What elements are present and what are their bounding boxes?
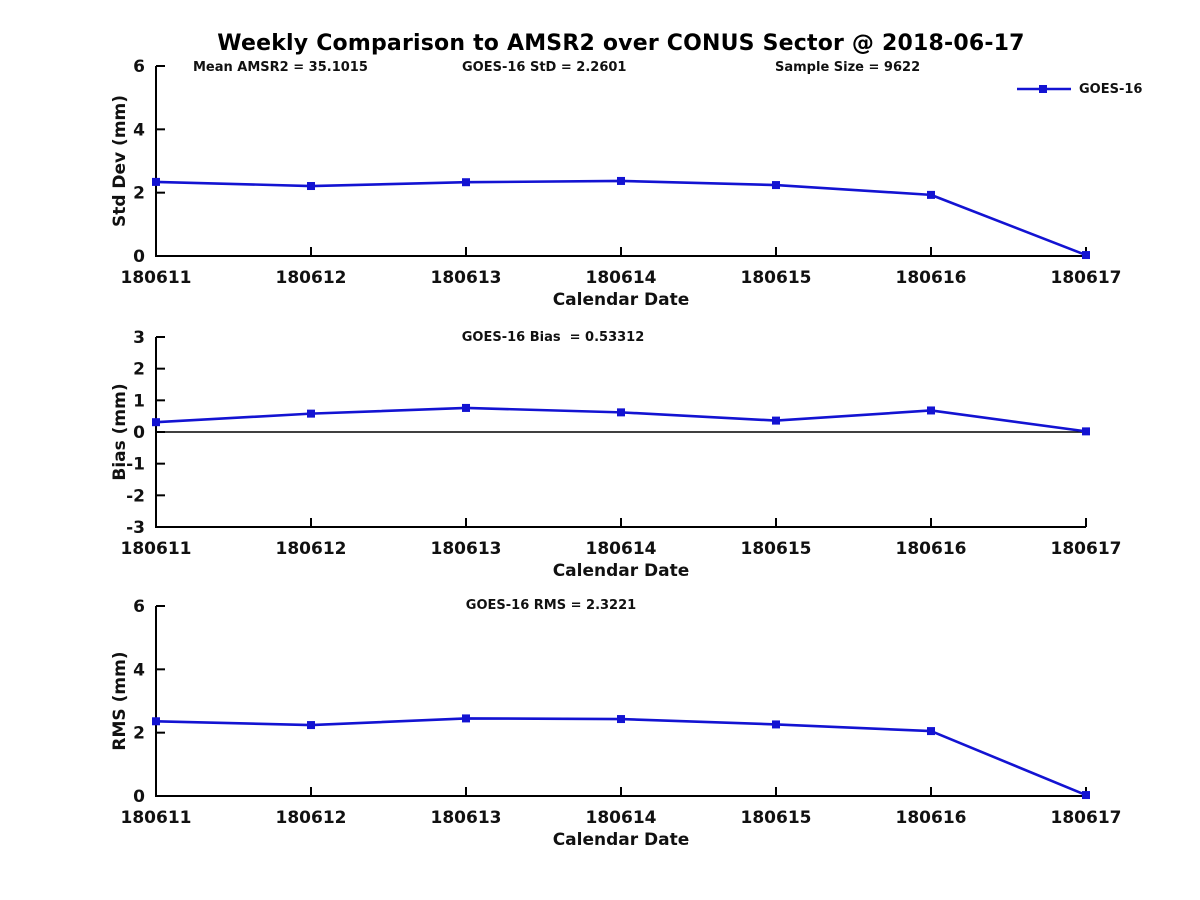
- x-tick-label: 180612: [276, 268, 347, 288]
- x-tick-label: 180613: [431, 539, 502, 559]
- data-point-marker: [307, 409, 315, 418]
- y-tick-label: 1: [133, 391, 145, 411]
- data-point-marker: [152, 418, 160, 427]
- data-point-marker: [927, 406, 935, 415]
- annotation-mean-amsr2: Mean AMSR2 = 35.1015: [193, 60, 368, 75]
- y-tick-label: 6: [133, 57, 145, 77]
- data-line: [155, 179, 1087, 257]
- x-tick-label: 180611: [121, 808, 192, 828]
- x-tick-label: 180615: [741, 808, 812, 828]
- data-point-marker: [152, 177, 160, 186]
- data-point-marker: [1082, 427, 1090, 436]
- data-point-marker: [1082, 791, 1090, 800]
- x-tick-label: 180617: [1051, 539, 1122, 559]
- data-point-marker: [617, 408, 625, 417]
- data-point-marker: [307, 182, 315, 191]
- x-tick-label: 180616: [896, 268, 967, 288]
- data-point-marker: [927, 190, 935, 199]
- legend-label: GOES-16: [1079, 81, 1143, 97]
- legend: GOES-16: [1016, 81, 1143, 97]
- y-tick-label: 2: [133, 360, 145, 380]
- data-point-marker: [772, 416, 780, 425]
- y-tick-label: 0: [133, 423, 145, 443]
- annotation-sample-size: Sample Size = 9622: [775, 60, 921, 75]
- data-point-marker: [772, 181, 780, 190]
- x-tick-label: 180614: [586, 539, 657, 559]
- data-point-marker: [462, 403, 470, 412]
- x-tick-label: 180612: [276, 808, 347, 828]
- y-tick-label: -1: [126, 455, 145, 475]
- y-tick-label: 4: [133, 660, 145, 680]
- y-tick-label: -2: [126, 486, 145, 506]
- data-point-marker: [462, 714, 470, 723]
- x-tick-label: 180613: [431, 808, 502, 828]
- x-tick-label: 180616: [896, 539, 967, 559]
- data-point-marker: [1082, 251, 1090, 260]
- figure-title: Weekly Comparison to AMSR2 over CONUS Se…: [217, 31, 1025, 56]
- x-tick-label: 180617: [1051, 268, 1122, 288]
- y-axis-label-rms: RMS (mm): [110, 651, 130, 751]
- data-point-marker: [307, 721, 315, 730]
- x-tick-label: 180613: [431, 268, 502, 288]
- data-point-marker: [617, 715, 625, 724]
- annotation-goes16-rms: GOES-16 RMS = 2.3221: [465, 598, 637, 613]
- data-point-marker: [927, 727, 935, 736]
- x-tick-label: 180612: [276, 539, 347, 559]
- legend-line-marker-icon: [1017, 85, 1071, 93]
- x-tick-label: 180614: [586, 808, 657, 828]
- annotation-goes16-bias: GOES-16 Bias = 0.53312: [461, 330, 645, 345]
- x-tick-label: 180611: [121, 268, 192, 288]
- y-tick-label: 0: [133, 787, 145, 807]
- x-tick-label: 180615: [741, 539, 812, 559]
- y-tick-label: 2: [133, 184, 145, 204]
- y-axis-label-stddev: Std Dev (mm): [110, 94, 130, 228]
- x-tick-label: 180615: [741, 268, 812, 288]
- x-tick-label: 180617: [1051, 808, 1122, 828]
- data-point-marker: [772, 720, 780, 729]
- x-axis-label-middle: Calendar Date: [552, 561, 690, 581]
- axis-line: [155, 606, 1086, 797]
- data-point-marker: [152, 717, 160, 726]
- data-line: [155, 717, 1087, 797]
- annotation-goes16-std: GOES-16 StD = 2.2601: [462, 60, 627, 75]
- data-point-marker: [462, 178, 470, 187]
- y-tick-label: -3: [126, 518, 145, 538]
- data-point-marker: [617, 176, 625, 185]
- x-tick-label: 180616: [896, 808, 967, 828]
- x-tick-label: 180614: [586, 268, 657, 288]
- y-tick-label: 0: [133, 247, 145, 267]
- x-tick-label: 180611: [121, 539, 192, 559]
- x-axis-label-top: Calendar Date: [552, 290, 690, 310]
- y-tick-label: 6: [133, 597, 145, 617]
- x-axis-label-bottom: Calendar Date: [552, 830, 690, 850]
- y-tick-label: 3: [133, 328, 145, 348]
- y-axis-label-bias: Bias (mm): [110, 383, 130, 481]
- axis-line: [155, 66, 1086, 257]
- y-tick-label: 4: [133, 120, 145, 140]
- y-tick-label: 2: [133, 724, 145, 744]
